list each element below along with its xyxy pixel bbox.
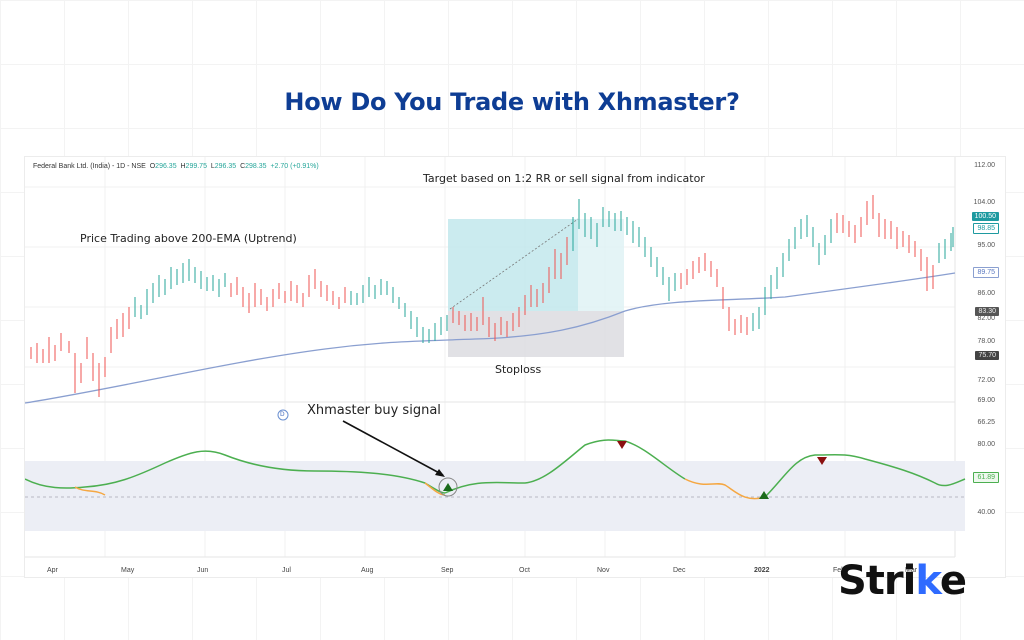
buy-signal-annotation: Xhmaster buy signal (307, 403, 441, 418)
logo-text-end: e (939, 558, 967, 604)
x-tick: Nov (597, 567, 610, 574)
price-tick: 86.00 (977, 290, 995, 297)
x-tick: Jul (282, 567, 291, 574)
x-tick: Mar (905, 567, 918, 574)
target-annotation: Target based on 1:2 RR or sell signal fr… (423, 172, 705, 185)
prev-price-tag: 98.85 (973, 223, 999, 234)
strike-logo: Strike (838, 558, 967, 604)
price-tick: 104.00 (973, 199, 995, 206)
price-tick: 95.00 (977, 242, 995, 249)
close-value: 298.35 (245, 163, 267, 170)
entry-price-tag: 83.30 (975, 307, 999, 316)
x-tick: Feb (833, 567, 846, 574)
open-label: O (149, 163, 156, 170)
symbol-info: Federal Bank Ltd. (India) - 1D - NSE O29… (33, 163, 319, 170)
last-price-tag: 100.50 (971, 212, 999, 221)
logo-text: Stri (838, 558, 916, 604)
low-label: L (210, 163, 215, 170)
chart-panel[interactable]: Federal Bank Ltd. (India) - 1D - NSE O29… (24, 156, 1006, 578)
high-value: 299.75 (185, 163, 207, 170)
close-label: C (240, 163, 246, 170)
x-tick: Jun (197, 567, 209, 574)
indicator-band (25, 461, 965, 531)
marker-d-icon[interactable]: D (280, 411, 285, 418)
change-value: +2.70 (+0.91%) (270, 163, 319, 170)
ema-price-tag: 89.75 (973, 267, 999, 278)
page-title: How Do You Trade with Xhmaster? (284, 88, 740, 116)
x-tick: Sep (441, 567, 454, 574)
indicator-tick: 80.00 (977, 441, 995, 448)
x-tick: Oct (519, 567, 530, 574)
x-tick: Dec (673, 567, 686, 574)
stop-price-tag: 75.70 (975, 351, 999, 360)
indicator-value-tag: 61.89 (973, 472, 999, 483)
price-tick: 82.00 (977, 315, 995, 322)
x-tick: May (121, 567, 135, 574)
chart-canvas (25, 157, 966, 558)
indicator-tick: 66.25 (977, 419, 995, 426)
symbol-name: Federal Bank Ltd. (India) - 1D - NSE (33, 163, 146, 170)
price-tick: 72.00 (977, 377, 995, 384)
high-label: H (180, 163, 186, 170)
price-tick: 78.00 (977, 338, 995, 345)
logo-accent: k (915, 558, 941, 604)
low-value: 296.35 (214, 163, 237, 170)
x-tick: Apr (47, 567, 58, 574)
ema-line (25, 272, 956, 404)
buy-signal-marker (443, 483, 453, 491)
stoploss-annotation: Stoploss (495, 363, 542, 376)
price-tick: 112.00 (974, 162, 995, 169)
x-tick: 2022 (754, 567, 770, 574)
open-value: 296.35 (155, 163, 177, 170)
indicator-tick: 40.00 (977, 509, 995, 516)
x-tick: Aug (361, 567, 374, 574)
price-tick: 69.00 (977, 397, 995, 404)
uptrend-annotation: Price Trading above 200-EMA (Uptrend) (80, 232, 297, 245)
